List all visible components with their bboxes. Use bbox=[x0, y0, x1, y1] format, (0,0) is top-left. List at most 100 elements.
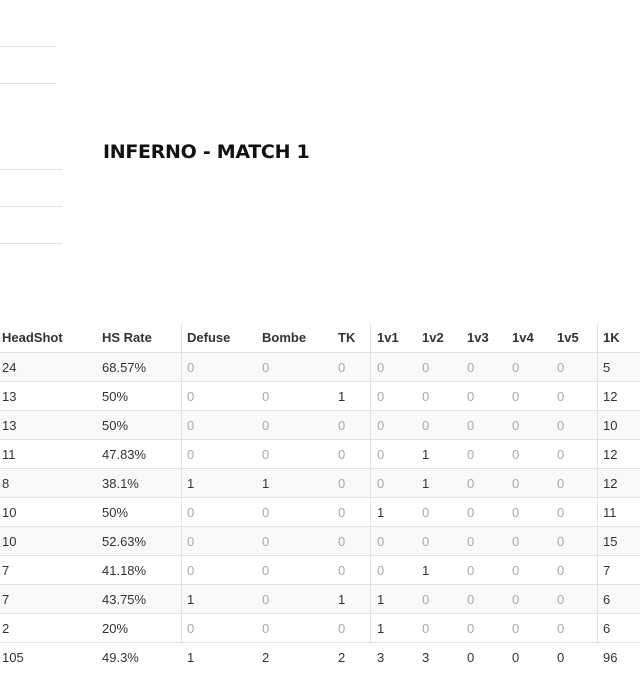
match-title: INFERNO - MATCH 1 bbox=[103, 141, 310, 163]
table-cell: 0 bbox=[422, 621, 430, 636]
table-cell: 24 bbox=[2, 360, 17, 375]
table-cell: 0 bbox=[512, 360, 520, 375]
table-cell: 50% bbox=[102, 418, 129, 433]
stats-table: HeadShot HS Rate Defuse Bombe TK 1v1 1v2 1v3 1v4… bbox=[0, 323, 640, 683]
table-cell: 0 bbox=[557, 389, 565, 404]
nav-divider bbox=[0, 169, 62, 170]
table-cell: 0 bbox=[338, 476, 346, 491]
table-cell: 0 bbox=[467, 418, 475, 433]
table-cell: 38.1% bbox=[102, 476, 139, 491]
table-cell: 0 bbox=[422, 418, 430, 433]
column-header: 1v3 bbox=[467, 330, 489, 345]
table-cell: 0 bbox=[262, 592, 270, 607]
table-cell: 2 bbox=[2, 621, 10, 636]
table-cell: 0 bbox=[467, 621, 475, 636]
table-cell: 0 bbox=[338, 534, 346, 549]
nav-divider bbox=[0, 83, 57, 84]
table-cell: 0 bbox=[557, 360, 565, 375]
table-row: 7 43.75% 1 0 1 1 0 0 0 0 6 bbox=[0, 584, 640, 614]
table-cell: 50% bbox=[102, 389, 129, 404]
table-cell: 11 bbox=[2, 447, 16, 462]
table-cell: 0 bbox=[338, 447, 346, 462]
table-cell: 0 bbox=[557, 476, 565, 491]
table-row: 10 52.63% 0 0 0 0 0 0 0 0 15 bbox=[0, 526, 640, 556]
table-cell: 11 bbox=[603, 505, 617, 520]
table-cell: 0 bbox=[187, 563, 195, 578]
table-cell: 0 bbox=[187, 505, 195, 520]
table-cell: 0 bbox=[187, 418, 195, 433]
table-cell: 41.18% bbox=[102, 563, 147, 578]
table-cell: 1 bbox=[422, 476, 430, 491]
table-cell: 0 bbox=[557, 592, 565, 607]
total-cell: 0 bbox=[557, 650, 565, 665]
table-cell: 0 bbox=[187, 621, 195, 636]
table-cell: 0 bbox=[557, 621, 565, 636]
total-cell: 96 bbox=[603, 650, 618, 665]
table-cell: 0 bbox=[467, 505, 475, 520]
table-cell: 0 bbox=[467, 447, 475, 462]
table-cell: 0 bbox=[422, 505, 430, 520]
table-cell: 0 bbox=[512, 621, 520, 636]
column-header: Defuse bbox=[187, 330, 231, 345]
total-cell: 49.3% bbox=[102, 650, 139, 665]
table-cell: 0 bbox=[512, 505, 520, 520]
table-cell: 1 bbox=[187, 476, 195, 491]
table-cell: 0 bbox=[187, 360, 195, 375]
table-cell: 15 bbox=[603, 534, 618, 549]
table-cell: 7 bbox=[2, 563, 10, 578]
total-cell: 1 bbox=[187, 650, 195, 665]
table-row: 13 50% 0 0 0 0 0 0 0 0 10 bbox=[0, 410, 640, 440]
table-cell: 0 bbox=[338, 621, 346, 636]
table-cell: 0 bbox=[262, 621, 270, 636]
table-cell: 0 bbox=[377, 389, 385, 404]
total-cell: 2 bbox=[262, 650, 270, 665]
table-cell: 47.83% bbox=[102, 447, 147, 462]
table-cell: 1 bbox=[377, 505, 385, 520]
table-cell: 13 bbox=[2, 418, 17, 433]
table-cell: 43.75% bbox=[102, 592, 147, 607]
table-cell: 6 bbox=[603, 621, 611, 636]
total-cell: 0 bbox=[467, 650, 475, 665]
table-cell: 10 bbox=[2, 534, 17, 549]
table-cell: 1 bbox=[377, 592, 385, 607]
table-cell: 0 bbox=[262, 418, 270, 433]
column-divider bbox=[597, 323, 598, 642]
column-header: 1v1 bbox=[377, 330, 399, 345]
table-cell: 1 bbox=[187, 592, 195, 607]
table-cell: 0 bbox=[377, 360, 385, 375]
table-cell: 1 bbox=[262, 476, 270, 491]
table-cell: 0 bbox=[377, 534, 385, 549]
table-cell: 0 bbox=[187, 389, 195, 404]
table-cell: 10 bbox=[603, 418, 618, 433]
table-row: 24 68.57% 0 0 0 0 0 0 0 0 5 bbox=[0, 352, 640, 382]
table-row: 8 38.1% 1 1 0 0 1 0 0 0 12 bbox=[0, 468, 640, 498]
total-cell: 2 bbox=[338, 650, 346, 665]
table-cell: 0 bbox=[512, 418, 520, 433]
table-cell: 0 bbox=[512, 563, 520, 578]
table-cell: 0 bbox=[557, 447, 565, 462]
table-cell: 7 bbox=[603, 563, 611, 578]
table-cell: 0 bbox=[512, 476, 520, 491]
table-row: 10 50% 0 0 0 1 0 0 0 0 11 bbox=[0, 497, 640, 527]
table-cell: 1 bbox=[422, 447, 430, 462]
table-cell: 0 bbox=[377, 418, 385, 433]
table-cell: 10 bbox=[2, 505, 17, 520]
table-cell: 1 bbox=[422, 563, 430, 578]
table-row: 7 41.18% 0 0 0 0 1 0 0 0 7 bbox=[0, 555, 640, 585]
table-cell: 0 bbox=[187, 534, 195, 549]
total-cell: 3 bbox=[377, 650, 385, 665]
table-cell: 0 bbox=[467, 476, 475, 491]
column-header: Bombe bbox=[262, 330, 307, 345]
total-cell: 0 bbox=[512, 650, 520, 665]
table-cell: 0 bbox=[467, 592, 475, 607]
table-cell: 0 bbox=[512, 389, 520, 404]
column-header: HS Rate bbox=[102, 330, 152, 345]
nav-divider bbox=[0, 206, 62, 207]
table-cell: 0 bbox=[262, 505, 270, 520]
nav-divider bbox=[0, 243, 62, 244]
table-cell: 8 bbox=[2, 476, 10, 491]
table-cell: 0 bbox=[557, 505, 565, 520]
table-cell: 0 bbox=[262, 447, 270, 462]
table-cell: 0 bbox=[512, 447, 520, 462]
table-cell: 0 bbox=[338, 360, 346, 375]
